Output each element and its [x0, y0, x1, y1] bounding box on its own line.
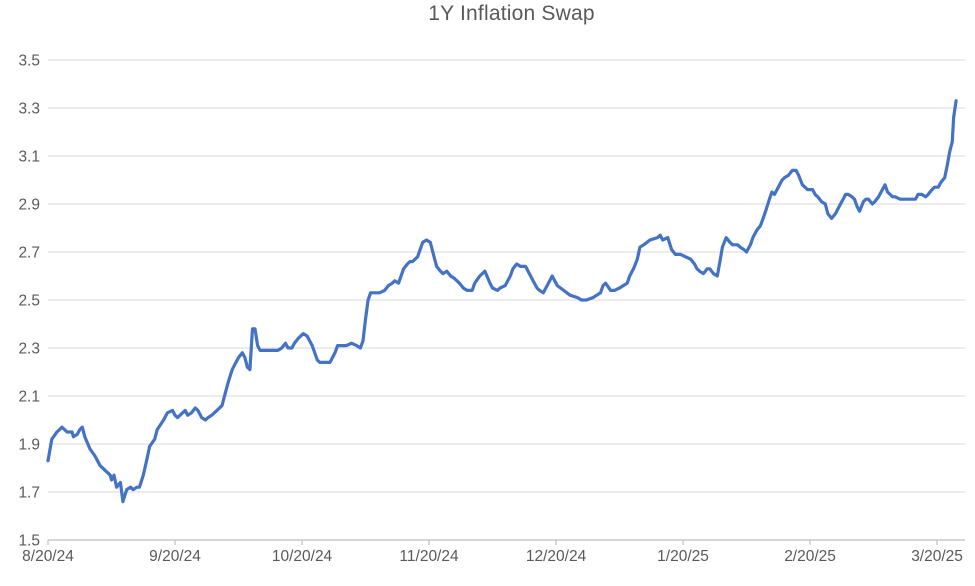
- y-tick-label: 2.9: [18, 197, 40, 214]
- y-tick-label: 3.1: [18, 149, 40, 166]
- horizontal-gridlines: [48, 59, 965, 493]
- y-axis-tick-labels: 1.5 1.7 1.9 2.1 2.3 2.5 2.7 2.9 3.1 3.3 3.5: [18, 53, 40, 550]
- y-tick-label: 1.9: [18, 437, 40, 454]
- y-tick-label: 1.7: [18, 485, 40, 502]
- y-tick-label: 2.7: [18, 245, 40, 262]
- x-tick-label: 1/20/25: [657, 548, 709, 565]
- x-tick-label: 9/20/24: [149, 548, 201, 565]
- x-tick-label: 12/20/24: [526, 548, 587, 565]
- y-tick-label: 2.1: [18, 389, 40, 406]
- y-tick-label: 2.3: [18, 341, 40, 358]
- chart-title: 1Y Inflation Swap: [428, 2, 595, 25]
- x-tick-label: 10/20/24: [272, 548, 333, 565]
- x-tick-label: 3/20/25: [911, 548, 963, 565]
- x-axis-tick-marks: [47, 540, 938, 545]
- y-tick-label: 3.5: [18, 53, 40, 70]
- y-tick-label: 2.5: [18, 293, 40, 310]
- x-tick-label: 11/20/24: [399, 548, 459, 565]
- y-tick-label: 1.5: [18, 533, 40, 550]
- y-tick-label: 3.3: [18, 101, 40, 118]
- data-series-line: [46, 99, 958, 504]
- series-line: [46, 99, 958, 504]
- x-tick-label: 8/20/24: [22, 548, 74, 565]
- x-axis-tick-labels: 8/20/24 9/20/24 10/20/24 11/20/24 12/20/24 1/…: [22, 548, 963, 565]
- x-tick-label: 2/20/25: [784, 548, 836, 565]
